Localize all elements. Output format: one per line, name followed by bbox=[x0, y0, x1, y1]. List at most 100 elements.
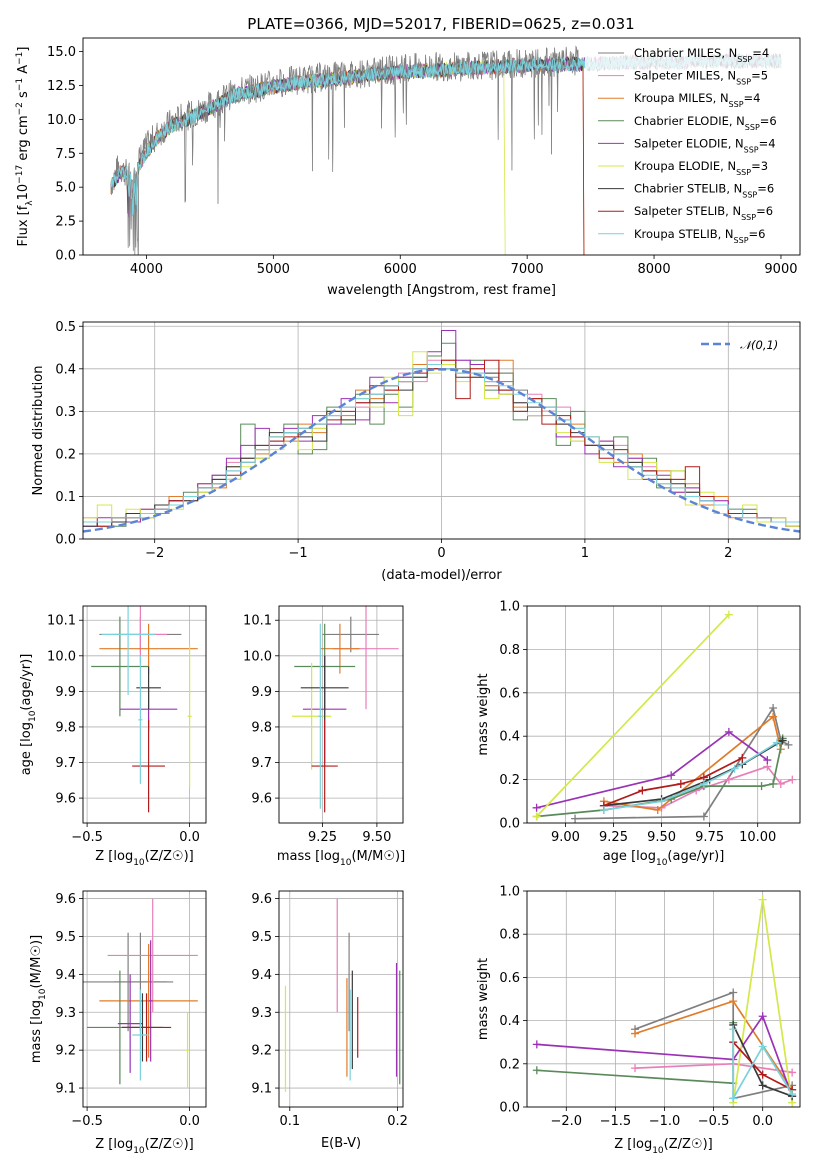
mass_vs_EBV-xtick-label: 0.1 bbox=[279, 1114, 300, 1129]
age_vs_Z-axes: −0.5 0.0 9.6 9.7 9.8 9.9 10.0 10.1 bbox=[47, 606, 206, 845]
legend-label: Chabrier MILES, NSSP=4 bbox=[634, 46, 769, 64]
mass_weight_vs_Z-marker bbox=[729, 997, 738, 1006]
mass_weight_vs_Z-series-4 bbox=[536, 1014, 793, 1097]
age_vs_Z-ytick-label: 9.9 bbox=[55, 685, 76, 700]
mass_vs_Z-xtick-label: −0.5 bbox=[71, 1114, 103, 1129]
mass_weight_vs_Z-marker bbox=[758, 1042, 767, 1051]
mass_weight_vs_age-lines bbox=[532, 610, 797, 823]
mass_vs_EBV-frame bbox=[278, 890, 404, 1108]
age_vs_Z-xtick-label: −0.5 bbox=[71, 830, 103, 845]
legend-label: Chabrier ELODIE, NSSP=6 bbox=[634, 114, 777, 132]
mass_vs_Z-ytick-label: 9.2 bbox=[55, 1044, 76, 1059]
gaussian-legend-label: 𝒩(0,1) bbox=[740, 338, 778, 352]
mass_weight_vs_age-xtick-label: 10.00 bbox=[739, 830, 776, 845]
mass_weight_vs_age-marker bbox=[599, 805, 608, 814]
age_vs_Z-ytick-label: 10.1 bbox=[47, 614, 76, 629]
age_vs_mass-errorbar bbox=[320, 623, 360, 674]
mass_weight_vs_age-marker bbox=[784, 740, 793, 749]
histogram-series-8 bbox=[83, 364, 800, 523]
mass_vs_EBV-xtick-label: 0.2 bbox=[387, 1114, 408, 1129]
mass_vs_Z-errorbar bbox=[117, 974, 143, 1073]
age_vs_mass-ytick-label: 9.6 bbox=[251, 792, 272, 807]
mass_weight_vs_Z-marker bbox=[631, 1029, 640, 1038]
mass_vs_Z-axes: −0.5 0.0 9.1 9.2 9.3 9.4 9.5 9.6 bbox=[55, 891, 206, 1129]
age_vs_mass-ytick-label: 10.1 bbox=[243, 614, 272, 629]
mass_weight_vs_age-axes: 9.00 9.25 9.50 9.75 10.00 0.0 0.2 0.4 0.6 0.8 1.0 bbox=[499, 600, 800, 845]
spectrum-ytick-label: 10.0 bbox=[47, 113, 76, 128]
mass_weight_vs_age-marker bbox=[757, 782, 766, 791]
mass_weight_vs_age-marker bbox=[532, 812, 541, 821]
age_vs_mass-errorbar bbox=[318, 623, 323, 809]
residual_hist-xtick-label: 1 bbox=[581, 546, 589, 561]
residual_hist-xtick-label: −2 bbox=[145, 546, 164, 561]
figure-title: PLATE=0366, MJD=52017, FIBERID=0625, z=0… bbox=[247, 15, 634, 33]
mass_weight_vs_age-series-4 bbox=[536, 730, 768, 809]
mass_weight_vs_age-ytick-label: 0.2 bbox=[499, 773, 520, 788]
age_vs_Z-errorbar bbox=[187, 645, 192, 788]
spectrum-ytick-label: 12.5 bbox=[47, 79, 76, 94]
mass_weight_vs_Z-marker bbox=[758, 895, 767, 904]
mass_weight_vs_age-marker bbox=[638, 786, 647, 795]
residual_hist-ytick-label: 0.3 bbox=[55, 405, 76, 420]
mass_weight_vs_age-marker bbox=[724, 727, 733, 736]
mass_weight_vs_age-marker bbox=[738, 753, 747, 762]
mass_weight_vs_age-marker bbox=[778, 736, 787, 745]
mass_weight_vs_Z-ytick-label: 1.0 bbox=[499, 885, 520, 900]
mass_vs_Z-errorbar bbox=[107, 898, 198, 1013]
mass_weight_vs_age-ytick-label: 0.0 bbox=[499, 817, 520, 832]
mass_weight_vs_age-marker bbox=[571, 814, 580, 823]
age_vs_Z-errorbar bbox=[99, 623, 198, 674]
mass_weight_vs_Z-xlabel: Z [log10(Z/Z☉)] bbox=[614, 1137, 712, 1156]
mass_vs_EBV-ytick-label: 9.2 bbox=[251, 1044, 272, 1059]
age_vs_mass-ytick-label: 10.0 bbox=[243, 649, 272, 664]
age_vs_mass-xtick-label: 9.50 bbox=[362, 830, 391, 845]
mass_weight_vs_age-marker bbox=[788, 775, 797, 784]
mass_weight_vs_Z-xtick-label: −2.0 bbox=[550, 1114, 582, 1129]
mass_vs_Z-ylabel: mass [log10(M/M☉)] bbox=[29, 935, 48, 1063]
mass_weight_vs_Z-frame bbox=[526, 890, 801, 1108]
mass_weight_vs_Z-ytick-label: 0.6 bbox=[499, 971, 520, 986]
mass_vs_EBV-ytick-label: 9.5 bbox=[251, 930, 272, 945]
age_vs_Z-ytick-label: 9.6 bbox=[55, 792, 76, 807]
age_vs_Z-xtick-label: 0.0 bbox=[179, 830, 200, 845]
age_vs_Z-ytick-label: 10.0 bbox=[47, 649, 76, 664]
mass_weight_vs_age-series-5 bbox=[535, 614, 730, 818]
mass_vs_Z-errorbar bbox=[121, 993, 172, 1062]
mass_weight_vs_Z-series-8 bbox=[732, 1029, 793, 1102]
spectrum-xtick-label: 9000 bbox=[764, 262, 797, 277]
mass_vs_EBV-errorbars bbox=[284, 898, 401, 1092]
mass_vs_Z-errorbar bbox=[148, 940, 153, 1062]
age_vs_Z-frame bbox=[82, 605, 207, 824]
mass_weight_vs_age-ytick-label: 0.8 bbox=[499, 643, 520, 658]
legend-label: Kroupa ELODIE, NSSP=3 bbox=[634, 159, 768, 177]
mass_vs_Z-ytick-label: 9.1 bbox=[55, 1082, 76, 1097]
age_vs_mass-ytick-label: 9.8 bbox=[251, 720, 272, 735]
spectrum-legend: Chabrier MILES, NSSP=4 Salpeter MILES, NS… bbox=[585, 41, 797, 253]
age_vs_Z-ytick-label: 9.8 bbox=[55, 720, 76, 735]
age_vs_mass-xtick-label: 9.25 bbox=[308, 830, 337, 845]
mass_weight_vs_age-marker bbox=[657, 797, 666, 806]
mass_weight_vs_age-marker bbox=[676, 779, 685, 788]
mass_weight_vs_age-xtick-label: 9.25 bbox=[599, 830, 628, 845]
mass_weight_vs_age-xtick-label: 9.75 bbox=[695, 830, 724, 845]
residual_hist-xtick-label: −1 bbox=[289, 546, 308, 561]
mass_vs_Z-xtick-label: 0.0 bbox=[179, 1114, 200, 1129]
spectrum-xlabel: wavelength [Angstrom, rest frame] bbox=[327, 283, 556, 298]
age_vs_mass-errorbar bbox=[311, 719, 338, 813]
mass_weight_vs_Z-xtick-label: 0.0 bbox=[752, 1114, 773, 1129]
residual_hist-xtick-label: 2 bbox=[724, 546, 732, 561]
mass_vs_Z-ytick-label: 9.3 bbox=[55, 1006, 76, 1021]
residual-xlabel: (data-model)/error bbox=[381, 568, 502, 583]
mass_weight_vs_age-frame bbox=[526, 605, 801, 824]
mass_vs_Z-errorbars bbox=[83, 898, 198, 1089]
age_vs_mass-frame bbox=[278, 605, 404, 824]
age_vs_mass-xlabel: mass [log10(M/M☉)] bbox=[277, 849, 405, 868]
mass_weight_vs_Z-marker bbox=[788, 1068, 797, 1077]
plot-layer: 4000 5000 6000 7000 8000 90000.02.55.07.510.0… bbox=[15, 37, 801, 1156]
residual_hist-xtick-label: 0 bbox=[437, 546, 445, 561]
mass_vs_EBV-ytick-label: 9.6 bbox=[251, 892, 272, 907]
age_vs_Z-ytick-label: 9.7 bbox=[55, 756, 76, 771]
legend-box bbox=[585, 41, 797, 253]
spectrum-ytick-label: 7.5 bbox=[55, 147, 76, 162]
